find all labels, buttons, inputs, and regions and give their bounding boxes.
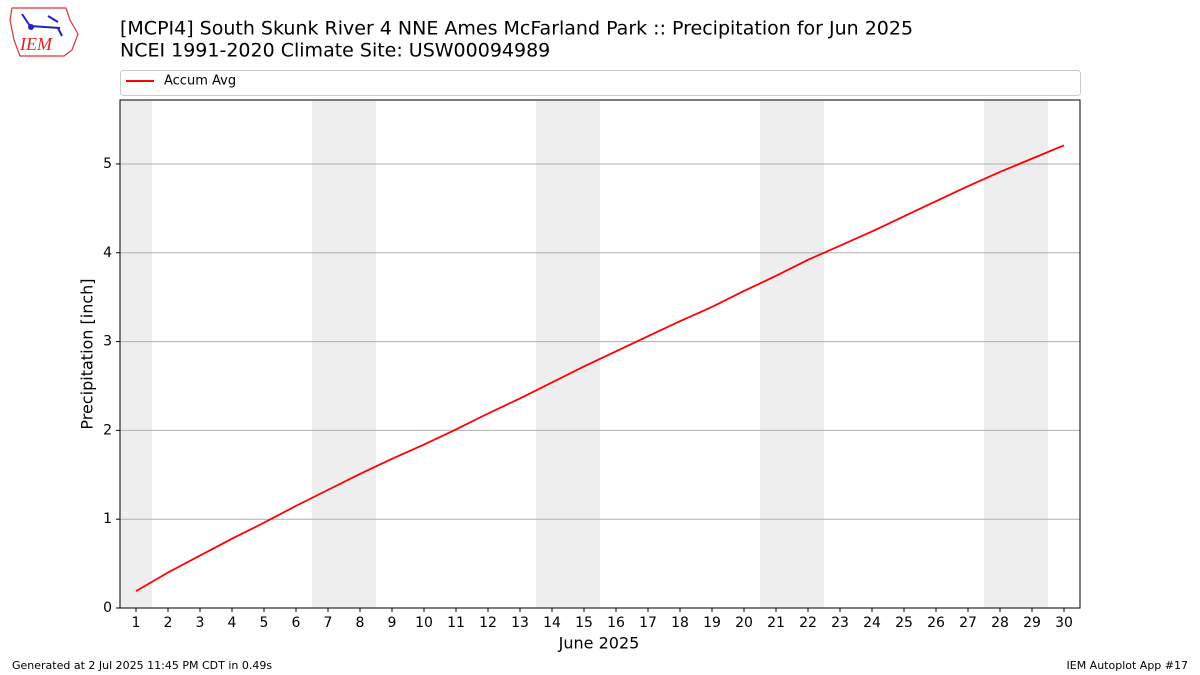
- x-tick-label: 8: [356, 615, 365, 631]
- logo-text: IEM: [19, 34, 53, 54]
- x-tick-label: 30: [1055, 615, 1073, 631]
- x-tick-label: 17: [639, 615, 657, 631]
- logo: IEM: [9, 7, 79, 57]
- series-line: [135, 144, 1065, 592]
- x-tick-label: 26: [927, 615, 945, 631]
- x-tick-label: 22: [799, 615, 817, 631]
- weekend-band: [792, 100, 824, 608]
- x-tick-label: 4: [228, 615, 237, 631]
- x-tick-label: 12: [479, 615, 497, 631]
- x-tick-label: 25: [895, 615, 913, 631]
- weekend-band: [120, 100, 152, 608]
- legend-box: [120, 70, 1081, 96]
- x-tick-label: 29: [1023, 615, 1041, 631]
- logo-icon: [21, 13, 63, 37]
- chart-title: [MCPI4] South Skunk River 4 NNE Ames McF…: [120, 18, 913, 40]
- y-tick-label: 5: [103, 156, 112, 172]
- x-tick-label: 21: [767, 615, 785, 631]
- weekend-band: [760, 100, 792, 608]
- x-tick-label: 10: [415, 615, 433, 631]
- weekend-band: [1016, 100, 1048, 608]
- x-tick-label: 11: [447, 615, 465, 631]
- weekend-band: [984, 100, 1016, 608]
- weekend-band: [536, 100, 568, 608]
- x-tick-label: 20: [735, 615, 753, 631]
- chart-subtitle: NCEI 1991-2020 Climate Site: USW00094989: [120, 40, 550, 62]
- x-tick-label: 24: [863, 615, 881, 631]
- x-tick-label: 3: [196, 615, 205, 631]
- x-tick-label: 19: [703, 615, 721, 631]
- x-axis-label: June 2025: [558, 634, 640, 653]
- y-tick-label: 1: [103, 511, 112, 527]
- footer-right: IEM Autoplot App #17: [1067, 659, 1189, 672]
- footer-left: Generated at 2 Jul 2025 11:45 PM CDT in …: [12, 659, 272, 672]
- x-tick-label: 6: [292, 615, 301, 631]
- x-tick-label: 5: [260, 615, 269, 631]
- x-tick-label: 28: [991, 615, 1009, 631]
- logo-dot: [28, 24, 34, 30]
- weekend-band: [344, 100, 376, 608]
- y-tick-label: 2: [103, 422, 112, 438]
- legend-label: Accum Avg: [164, 74, 236, 89]
- y-tick-label: 0: [103, 600, 112, 616]
- x-tick-label: 15: [575, 615, 593, 631]
- weekend-band: [312, 100, 344, 608]
- x-tick-label: 23: [831, 615, 849, 631]
- x-tick-label: 1: [132, 615, 141, 631]
- x-tick-label: 2: [164, 615, 173, 631]
- x-tick-label: 27: [959, 615, 977, 631]
- y-tick-label: 3: [103, 334, 112, 350]
- x-tick-label: 7: [324, 615, 333, 631]
- plot-frame: [119, 99, 1081, 609]
- x-tick-label: 13: [511, 615, 529, 631]
- x-tick-label: 18: [671, 615, 689, 631]
- y-tick-label: 4: [103, 245, 112, 261]
- y-axis-label: Precipitation [inch]: [78, 278, 97, 429]
- x-tick-label: 14: [543, 615, 561, 631]
- weekend-band: [568, 100, 600, 608]
- x-tick-label: 9: [388, 615, 397, 631]
- x-tick-label: 16: [607, 615, 625, 631]
